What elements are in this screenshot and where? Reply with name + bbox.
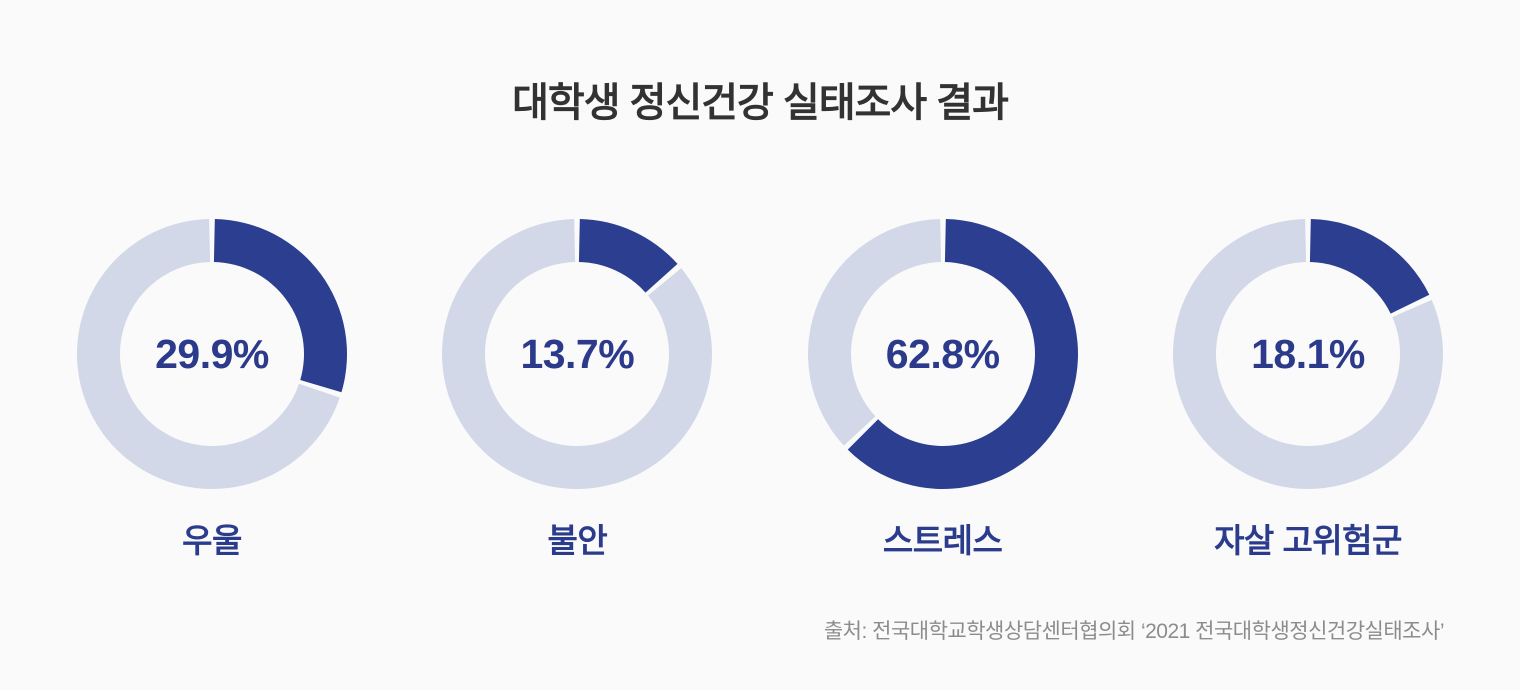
donut-ring-stress: [807, 219, 1078, 490]
donut-ring-suicide-risk: [1172, 219, 1443, 490]
donut-chart-anxiety: 13.7%: [441, 218, 713, 490]
page-title: 대학생 정신건강 실태조사 결과: [512, 81, 1009, 125]
donut-ring-depression: [77, 219, 348, 490]
donut-item-stress: 62.8% 스트레스: [807, 218, 1079, 562]
donut-value-stress: 62.8%: [885, 330, 1000, 377]
donut-value-depression: 29.9%: [155, 330, 269, 377]
donut-label-anxiety: 불안: [547, 522, 608, 559]
donut-value-suicide-risk: 18.1%: [1251, 330, 1365, 377]
donut-label-suicide-risk: 자살 고위험군: [1214, 522, 1402, 559]
donut-label-stress: 스트레스: [882, 522, 1003, 559]
donut-item-depression: 29.9% 우울: [76, 218, 348, 562]
donut-chart-stress: 62.8%: [807, 218, 1079, 490]
donut-ring-anxiety: [442, 219, 713, 490]
donut-value-anxiety: 13.7%: [520, 330, 635, 377]
donut-label-depression: 우울: [182, 522, 242, 559]
donut-item-anxiety: 13.7% 불안: [441, 218, 713, 562]
donut-chart-suicide-risk: 18.1%: [1172, 218, 1444, 490]
donut-charts-row: 29.9% 우울 13.7% 불안 62.8% 스트레스 18.1% 자살 고위…: [76, 218, 1444, 562]
source-citation: 출처: 전국대학교학생상담센터협의회 ‘2021 전국대학생정신건강실태조사’: [823, 620, 1445, 643]
donut-chart-depression: 29.9%: [76, 218, 348, 490]
donut-item-suicide-risk: 18.1% 자살 고위험군: [1172, 218, 1444, 562]
